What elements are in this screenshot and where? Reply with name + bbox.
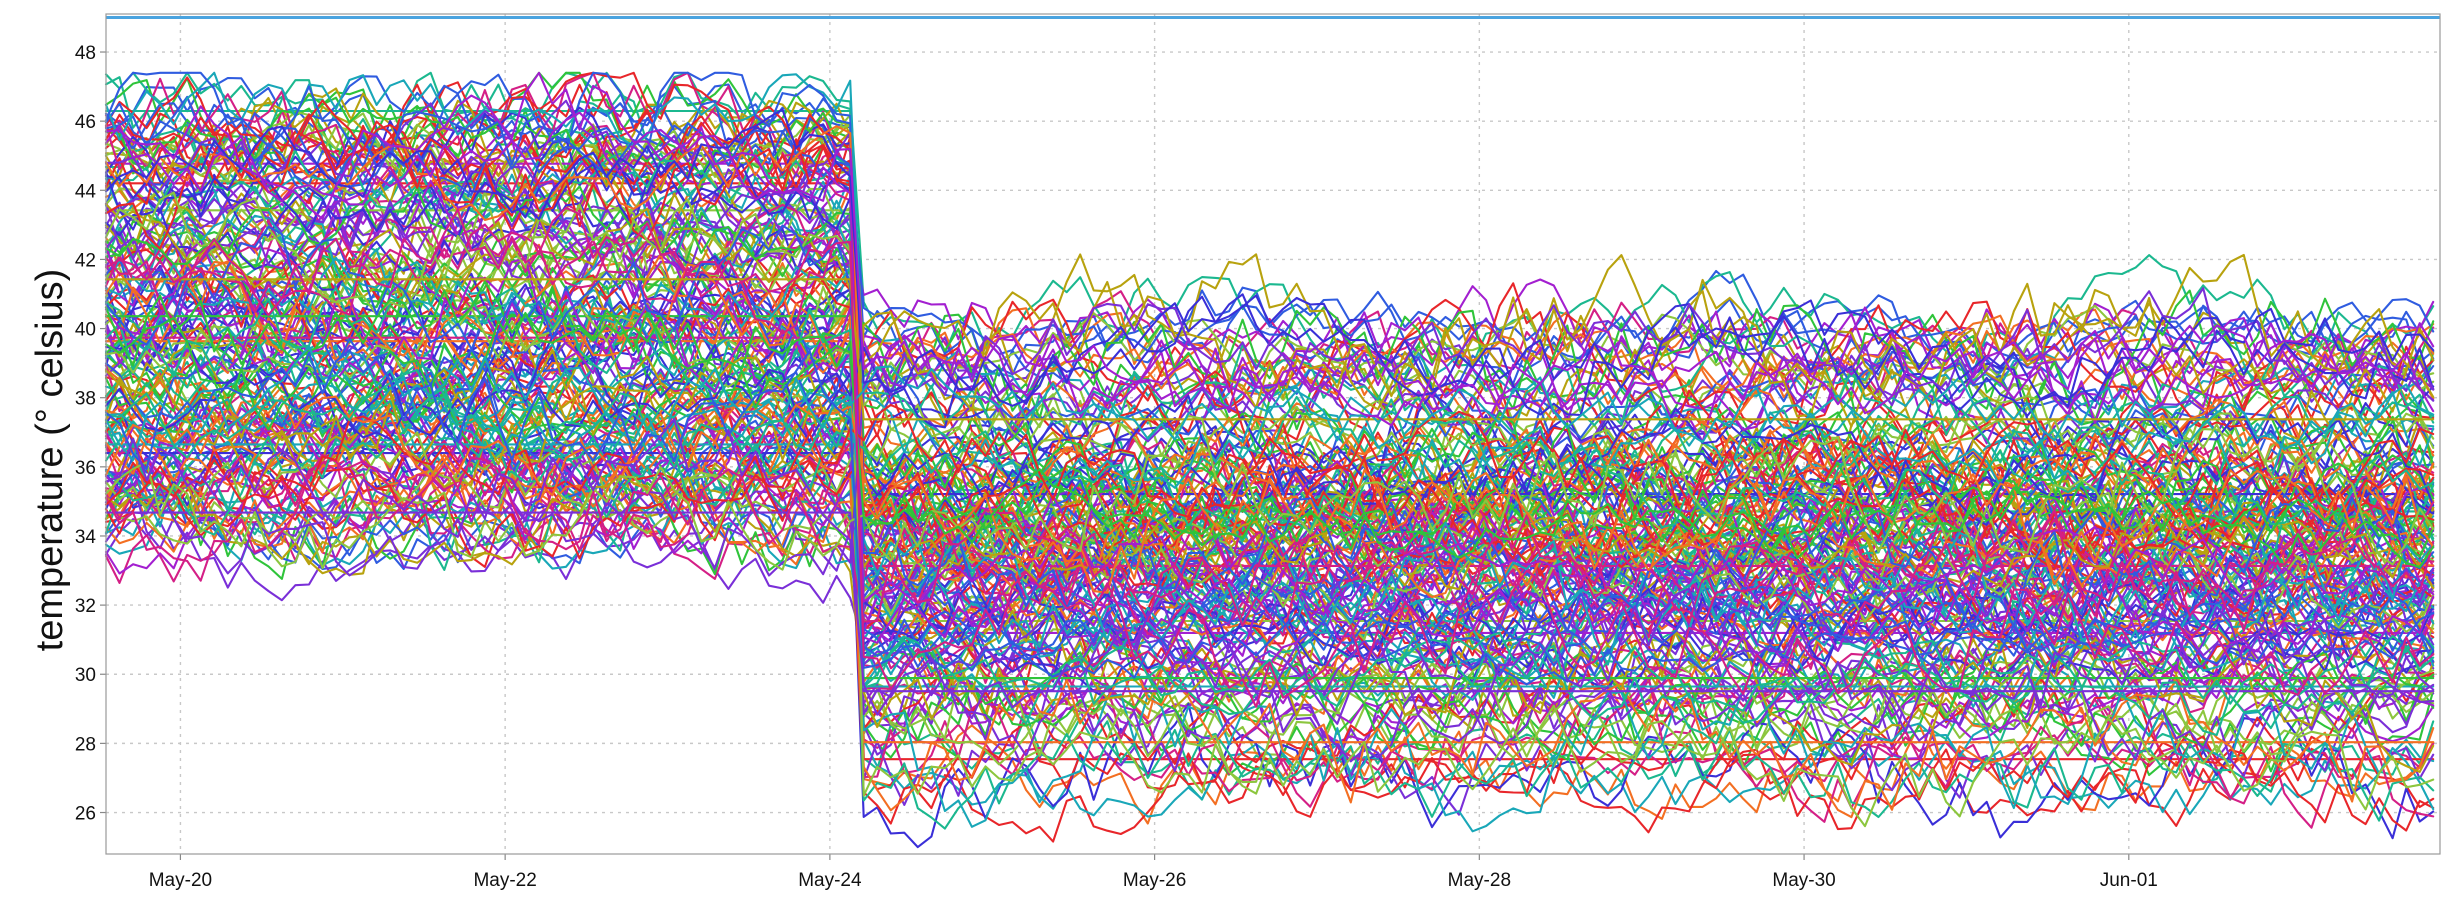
series-line <box>104 395 2435 536</box>
y-axis-title: temperature (° celsius) <box>29 269 71 652</box>
y-tick-label: 28 <box>75 734 96 755</box>
series-line <box>104 280 2435 568</box>
series-line <box>104 71 2435 427</box>
series-layer <box>104 71 2435 849</box>
y-tick-label: 36 <box>75 458 96 479</box>
y-tick-label: 26 <box>75 804 96 825</box>
series-line <box>104 71 2435 493</box>
series-line <box>104 394 2435 594</box>
y-tick-label: 42 <box>75 250 96 271</box>
series-line <box>104 315 2435 680</box>
series-line <box>104 111 2435 616</box>
y-tick-label: 46 <box>75 112 96 133</box>
series-line <box>104 386 2435 494</box>
series-line <box>104 99 2435 704</box>
series-line <box>104 183 2435 794</box>
series-line <box>104 333 2435 580</box>
series-line <box>104 455 2435 770</box>
series-line <box>104 202 2435 674</box>
x-tick-label: May-26 <box>1123 870 1186 891</box>
series-line <box>104 148 2435 624</box>
series-line <box>104 243 2435 674</box>
series-line <box>104 224 2435 632</box>
y-tick-label: 44 <box>75 181 97 202</box>
x-tick-label: May-20 <box>149 870 212 891</box>
series-line <box>104 345 2435 461</box>
x-tick-label: May-30 <box>1772 870 1835 891</box>
y-tick-label: 30 <box>75 665 96 686</box>
series-line <box>104 137 2435 658</box>
series-line <box>104 212 2435 392</box>
series-line <box>104 206 2435 708</box>
series-line <box>104 293 2435 441</box>
y-tick-label: 34 <box>75 527 97 548</box>
series-line <box>104 356 2435 591</box>
series-line <box>104 290 2435 504</box>
series-line <box>104 349 2435 686</box>
series-line <box>104 417 2435 742</box>
plot-frame <box>105 13 2441 855</box>
series-line <box>104 311 2435 761</box>
y-tick-label: 32 <box>75 596 96 617</box>
series-line <box>104 335 2435 495</box>
series-line <box>104 71 2435 657</box>
series-line <box>104 336 2435 567</box>
series-line <box>104 108 2435 407</box>
y-tick-label: 38 <box>75 389 96 410</box>
series-line <box>104 203 2435 773</box>
series-line <box>104 191 2435 828</box>
series-line <box>104 368 2435 712</box>
x-tick-label: Jun-01 <box>2100 870 2158 891</box>
series-line <box>104 311 2435 569</box>
axis-layer: May-20 May-22 May-24 May-26 May-28 May-30 Jun-… <box>75 13 2441 891</box>
y-tick-label: 48 <box>75 43 96 64</box>
y-tick-label: 40 <box>75 320 96 341</box>
series-line <box>104 115 2435 670</box>
series-line <box>104 326 2435 515</box>
series-line <box>104 206 2435 450</box>
series-line <box>104 434 2435 721</box>
series-line <box>104 453 2435 637</box>
x-tick-label: May-24 <box>798 870 862 891</box>
x-tick-label: May-22 <box>473 870 536 891</box>
series-line <box>104 378 2435 649</box>
series-line <box>104 253 2435 566</box>
series-line <box>104 280 2435 461</box>
series-line <box>104 380 2435 585</box>
series-line <box>104 287 2435 577</box>
series-line <box>104 414 2435 571</box>
x-tick-label: May-28 <box>1448 870 1511 891</box>
series-line <box>104 278 2435 421</box>
